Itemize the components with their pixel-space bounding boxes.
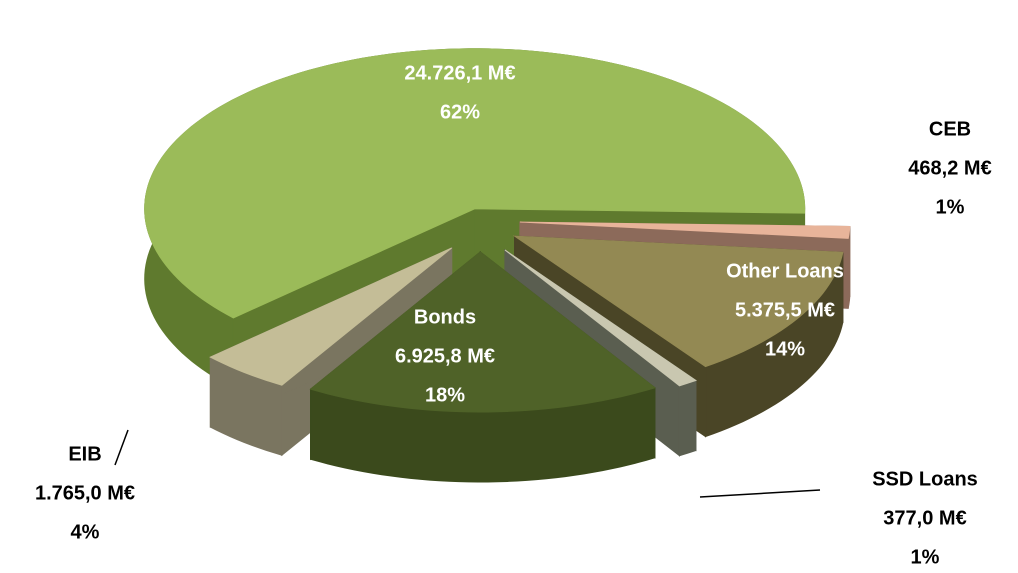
slice (309, 250, 656, 483)
slice-label: State Funds (403, 23, 517, 45)
labels: State Funds 24.726,1 M€ 62% CEB 468,2 M€ 1% Ot… (35, 23, 992, 568)
slice-label: SSD Loans (872, 468, 978, 490)
slice-top (309, 251, 656, 413)
percent-label: 1% (936, 196, 965, 218)
slices (144, 48, 851, 483)
slice-label: CEB (929, 118, 971, 140)
value-label: 6.925,8 M€ (395, 345, 495, 367)
slice-label: EIB (68, 443, 101, 465)
leader-line (699, 489, 821, 498)
percent-label: 18% (425, 384, 465, 406)
slice-label: Other Loans (726, 260, 844, 282)
percent-label: 14% (765, 338, 805, 360)
slice-top (504, 249, 698, 387)
value-label: 1.765,0 M€ (35, 482, 135, 504)
value-label: 377,0 M€ (883, 507, 966, 529)
slice-top (144, 48, 806, 319)
leader-line (114, 429, 129, 466)
slice-top (512, 235, 844, 368)
value-label: 468,2 M€ (908, 157, 991, 179)
slice-side (678, 379, 697, 457)
percent-label: 62% (440, 101, 480, 123)
value-label: 5.375,5 M€ (735, 299, 835, 321)
percent-label: 1% (911, 546, 940, 568)
percent-label: 4% (71, 521, 100, 543)
value-label: 24.726,1 M€ (404, 62, 515, 84)
slice-top (519, 221, 851, 239)
slice-label: Bonds (414, 306, 476, 328)
slice-top (209, 247, 453, 386)
